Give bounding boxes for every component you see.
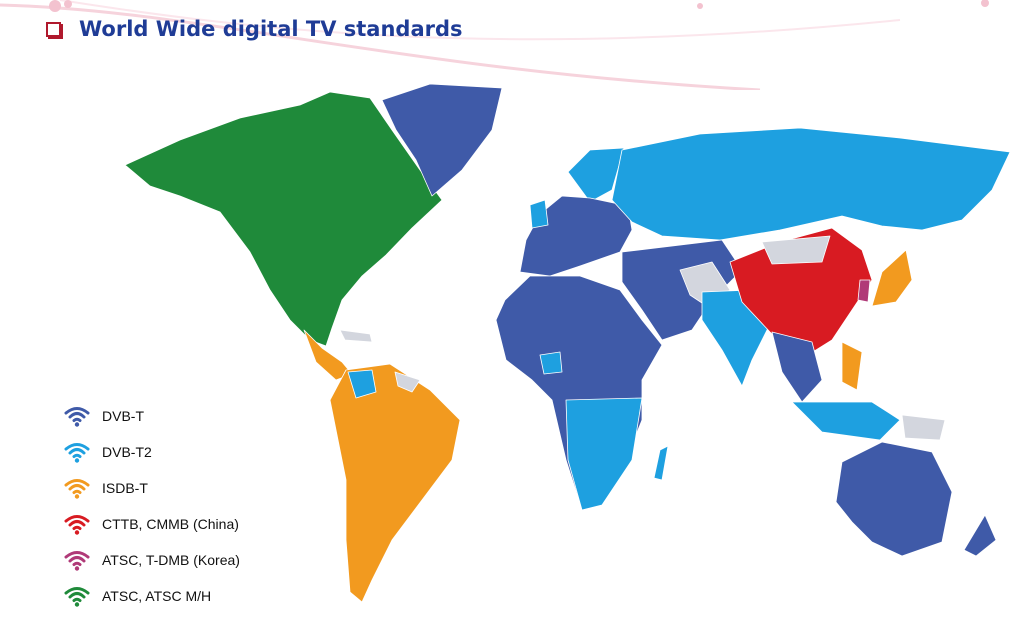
- region-southern-africa: [565, 397, 643, 511]
- region-korea: [857, 279, 871, 303]
- legend: DVB-T DVB-T2 ISDB-T CTTB, CMMB (China) A…: [64, 398, 240, 614]
- legend-item: DVB-T: [64, 398, 240, 434]
- legend-label: DVB-T2: [102, 444, 152, 460]
- legend-item: ATSC, ATSC M/H: [64, 578, 240, 614]
- legend-label: ATSC, T-DMB (Korea): [102, 552, 240, 568]
- legend-item: CTTB, CMMB (China): [64, 506, 240, 542]
- wifi-icon: [64, 479, 90, 499]
- legend-item: ATSC, T-DMB (Korea): [64, 542, 240, 578]
- legend-item: ISDB-T: [64, 470, 240, 506]
- region-north-america: [124, 91, 443, 347]
- wifi-icon: [64, 407, 90, 427]
- legend-label: CTTB, CMMB (China): [102, 516, 239, 532]
- legend-label: DVB-T: [102, 408, 144, 424]
- region-australia: [835, 441, 953, 557]
- wifi-icon: [64, 443, 90, 463]
- wifi-icon: [64, 587, 90, 607]
- region-colombia: [347, 369, 377, 399]
- region-caribbean: [339, 329, 373, 343]
- region-south-america: [329, 363, 461, 603]
- region-japan: [871, 249, 913, 307]
- region-philippines: [841, 341, 863, 391]
- region-papua: [901, 414, 946, 441]
- region-china: [729, 227, 873, 361]
- region-mongolia: [761, 235, 831, 265]
- header-decoration: [0, 0, 989, 90]
- region-new-zealand: [963, 514, 997, 557]
- legend-label: ATSC, ATSC M/H: [102, 588, 212, 604]
- legend-item: DVB-T2: [64, 434, 240, 470]
- region-uk: [529, 199, 549, 229]
- region-guianas: [394, 371, 421, 393]
- slide-title: World Wide digital TV standards: [46, 17, 463, 41]
- wifi-icon: [64, 515, 90, 535]
- wifi-icon: [64, 551, 90, 571]
- region-southeast-asia: [771, 331, 823, 403]
- region-madagascar: [653, 445, 669, 481]
- region-indonesia: [791, 401, 901, 441]
- region-nigeria: [539, 351, 563, 375]
- title-text: World Wide digital TV standards: [79, 17, 463, 41]
- region-russia: [611, 127, 1011, 241]
- region-greenland: [381, 83, 503, 197]
- checkbox-bullet-icon: [46, 21, 61, 37]
- legend-label: ISDB-T: [102, 480, 148, 496]
